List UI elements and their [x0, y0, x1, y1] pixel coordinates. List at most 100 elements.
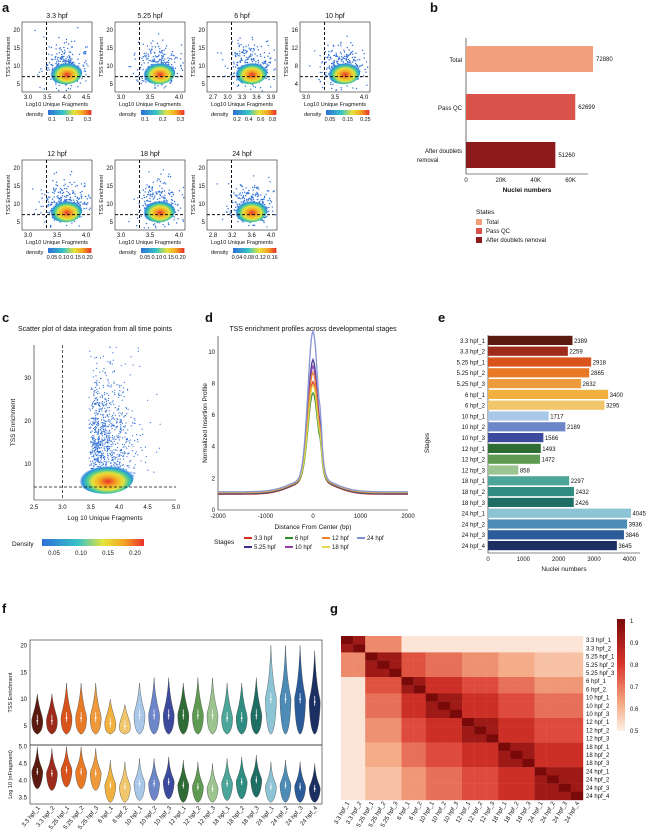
f-bottom-violin-median [299, 786, 301, 789]
density-point [148, 171, 150, 173]
g-heatmap-cell [570, 709, 584, 719]
g-heatmap-cell [570, 693, 584, 702]
density-point [314, 50, 316, 52]
c-point [95, 403, 97, 405]
c-point [120, 424, 122, 426]
c-point [119, 430, 121, 432]
c-point [124, 446, 126, 448]
c-point [108, 442, 110, 444]
y-tick-label: 10 [198, 202, 205, 208]
g-heatmap-cell [341, 726, 354, 735]
density-point [67, 192, 70, 194]
density-point [128, 220, 130, 223]
g-heatmap-cell [510, 644, 523, 653]
c-point [95, 448, 97, 450]
c-point [101, 453, 103, 455]
e-bar-value: 3936 [629, 522, 643, 528]
g-heatmap-cell [401, 652, 414, 661]
g-heatmap-cell [486, 701, 499, 710]
subplot-title: 6 hpf [234, 13, 250, 20]
density-point [78, 197, 81, 199]
c-point [111, 391, 113, 393]
density-tick-label: 0.1 [141, 117, 149, 123]
density-point [263, 221, 265, 224]
c-point [96, 418, 98, 420]
g-heatmap-cell [413, 693, 426, 702]
density-point [273, 190, 275, 192]
g-heatmap-cell [389, 685, 402, 694]
density-point [260, 55, 262, 57]
density-point [220, 52, 222, 54]
panel-label-g: g [330, 601, 338, 616]
c-point [135, 451, 137, 453]
c-point [106, 409, 108, 411]
g-heatmap-cell [522, 677, 535, 686]
c-point [106, 403, 108, 405]
c-point [106, 393, 108, 395]
x-tick-label: 4.0 [62, 95, 71, 101]
c-point [132, 450, 134, 452]
density-point [266, 226, 268, 228]
density-point [81, 196, 83, 198]
g-heatmap-cell [486, 726, 499, 735]
c-point [98, 381, 100, 384]
g-row-label: 6 hpf_1 [586, 679, 607, 685]
density-point [243, 54, 245, 57]
density-point [69, 174, 72, 176]
panel-d-tss-profile: TSS enrichment profiles across developme… [202, 326, 415, 551]
density-point [145, 56, 147, 58]
density-point [253, 47, 255, 50]
g-heatmap-cell [341, 742, 354, 751]
density-point [248, 192, 250, 194]
density-point [168, 223, 170, 226]
c-y-tick: 20 [24, 419, 31, 425]
c-point [109, 363, 112, 365]
density-point [144, 200, 146, 203]
density-point [246, 59, 248, 61]
density-point [53, 187, 55, 189]
density-point [173, 219, 175, 221]
d-series-line [218, 383, 408, 493]
c-point [115, 443, 117, 445]
g-heatmap-cell [570, 734, 584, 743]
density-point [151, 188, 153, 190]
density-point [332, 83, 334, 86]
panel-label-f: f [2, 601, 7, 616]
density-point [172, 54, 174, 57]
g-heatmap-cell [498, 693, 511, 702]
g-heatmap-cell [365, 660, 378, 669]
e-bar-value: 3400 [610, 393, 624, 399]
density-point [226, 205, 228, 207]
g-heatmap-cell [486, 685, 499, 694]
g-heatmap-cell [570, 759, 584, 768]
g-heatmap-cell [377, 709, 390, 719]
c-point [107, 420, 109, 422]
density-point [80, 197, 83, 199]
density-point [328, 59, 330, 61]
g-heatmap-cell [498, 759, 511, 768]
c-point [122, 392, 124, 394]
y-tick-label: 15 [198, 46, 205, 52]
c-point [111, 427, 113, 430]
density-point [264, 195, 266, 197]
c-point [94, 453, 97, 455]
e-bar-value: 1472 [542, 458, 556, 464]
density-point [157, 33, 160, 35]
c-point [89, 460, 91, 462]
subplot-title: 18 hpf [140, 151, 160, 158]
g-heatmap-cell [353, 652, 366, 661]
c-point [120, 385, 122, 387]
density-point [344, 57, 346, 60]
f-top-violin-median [109, 722, 112, 725]
c-point [90, 431, 92, 434]
f-bottom-violin [148, 758, 160, 801]
c-point [111, 435, 114, 437]
g-heatmap-cell [570, 783, 584, 792]
f-bottom-violin [192, 761, 204, 803]
g-heatmap-cell [486, 783, 499, 792]
density-point [340, 41, 342, 43]
density-point [76, 184, 79, 187]
density-point [337, 58, 340, 61]
g-heatmap-cell [462, 668, 475, 678]
density-point [71, 45, 73, 48]
